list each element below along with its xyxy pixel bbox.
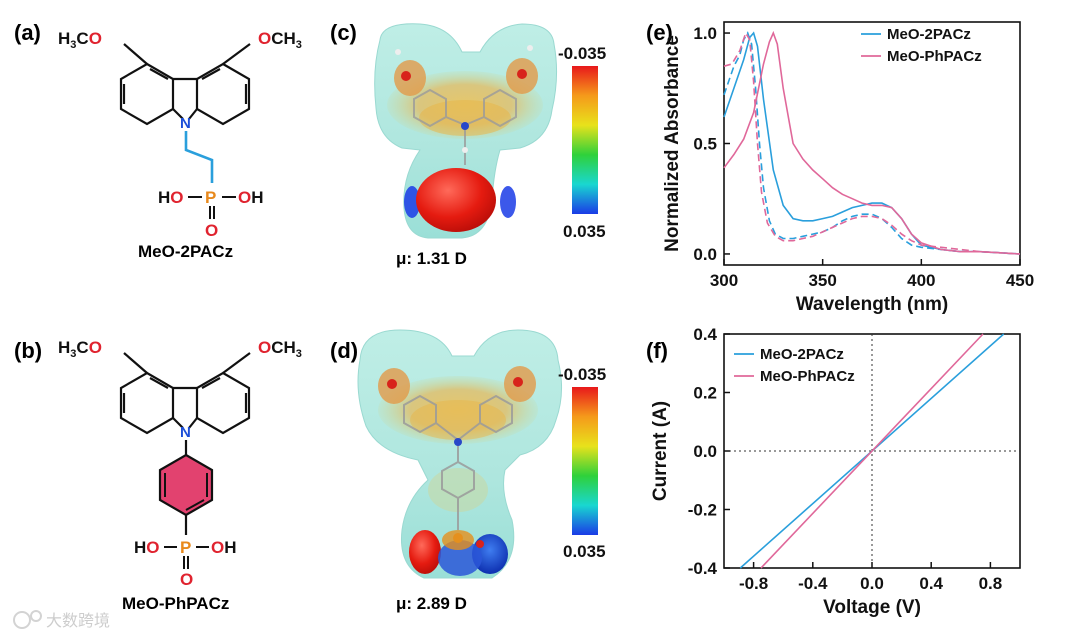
panel-d: (d) <box>330 329 606 613</box>
ethyl-linker <box>184 131 214 183</box>
x-tick-label: 450 <box>1006 271 1034 290</box>
hydroxyl-left: HO <box>158 188 184 207</box>
y-tick-label: 0.2 <box>693 384 717 403</box>
y-axis-label: Normalized Absorbance <box>662 35 683 252</box>
x-tick-label: 0.0 <box>860 574 884 593</box>
molecule-name-meophpacz: MeO-PhPACz <box>122 594 229 613</box>
x-tick-label: -0.8 <box>739 574 768 593</box>
phosphoryl-oxygen: O <box>205 221 218 240</box>
y-tick-label: 0.5 <box>693 135 717 154</box>
y-tick-label: 0.0 <box>693 442 717 461</box>
right-methoxy-label: OCH3 <box>258 29 302 51</box>
series-line-meo-phpacz-dashed- <box>723 31 1021 255</box>
right-methoxy-label: OCH3 <box>258 338 302 360</box>
absorbance-chart: 300 350 400 450 0.0 0.5 1.0 Wavelength (nm) Norm… <box>662 21 1034 315</box>
y-tick-label: 0.0 <box>693 245 717 264</box>
watermark-text: 大数跨境 <box>46 611 110 630</box>
left-methoxy-label: H3CO <box>58 338 102 360</box>
meophpacz-structure <box>119 352 251 535</box>
iv-chart: -0.8 -0.4 0.0 0.4 0.8 -0.4 -0.2 0.0 0.2 0.4 Voltag… <box>650 325 1021 618</box>
series-line-meo-phpacz <box>760 333 984 569</box>
x-axis-label: Wavelength (nm) <box>796 294 948 315</box>
panel-b: (b) H3CO OCH3 N P HO OH O <box>14 338 302 613</box>
panel-a: (a) H3CO OCH3 N P HO OH O <box>14 20 302 261</box>
left-methoxy-label: H3CO <box>58 29 102 51</box>
dipole-c: μ: 1.31 D <box>396 249 467 268</box>
legend-label: MeO-PhPACz <box>760 368 855 385</box>
hydroxyl-right: OH <box>211 538 237 557</box>
colorbar-c-bottom: 0.035 <box>563 222 606 241</box>
panel-d-label: (d) <box>330 338 358 363</box>
meo2pacz-structure <box>119 43 251 126</box>
right-benzene-ring <box>195 371 251 435</box>
phosphorus-atom: P <box>180 538 191 557</box>
panel-a-label: (a) <box>14 20 41 45</box>
panel-f-label: (f) <box>646 338 668 363</box>
series-line-meo-2pacz <box>723 31 1021 255</box>
legend-label: MeO-2PACz <box>760 346 844 363</box>
y-tick-label: -0.4 <box>688 559 718 578</box>
dipole-d: μ: 2.89 D <box>396 594 467 613</box>
x-tick-label: -0.4 <box>798 574 828 593</box>
phenyl-linker <box>158 453 214 517</box>
phosphonic-acid-region <box>438 540 482 576</box>
hydroxyl-right: OH <box>238 188 264 207</box>
colorbar-c-top: -0.035 <box>558 44 606 63</box>
series-line-meo-2pacz-dashed- <box>723 31 1021 255</box>
panel-e-label: (e) <box>646 20 673 45</box>
panel-f: (f) -0.8 -0.4 0.0 0.4 0.8 -0.4 -0.2 0.0 0.2 0.4 Vo… <box>646 325 1021 618</box>
nitrogen-atom: N <box>180 424 191 441</box>
left-benzene-ring <box>119 62 175 126</box>
esp-map-meo2pacz <box>374 23 558 239</box>
x-tick-label: 0.4 <box>919 574 943 593</box>
panel-c: (c) -0.035 0. <box>330 20 606 268</box>
phosphoryl-oxygen: O <box>180 570 193 589</box>
panel-e: (e) 300 350 400 450 0.0 0.5 1.0 Wavelength (nm)… <box>646 20 1034 315</box>
legend-label: MeO-PhPACz <box>887 48 982 65</box>
x-axis-label: Voltage (V) <box>823 597 921 618</box>
hydroxyl-left: HO <box>134 538 160 557</box>
phosphonic-acid-negative-region <box>416 168 496 232</box>
y-tick-label: 1.0 <box>693 24 717 43</box>
esp-map-meophpacz <box>357 329 562 579</box>
left-benzene-ring <box>119 371 175 435</box>
legend-label: MeO-2PACz <box>887 26 971 43</box>
x-tick-label: 350 <box>808 271 836 290</box>
y-tick-label: -0.2 <box>688 501 717 520</box>
panel-b-label: (b) <box>14 338 42 363</box>
esp-colorbar-d <box>572 387 598 535</box>
x-tick-label: 300 <box>710 271 738 290</box>
y-axis-label: Current (A) <box>650 401 671 501</box>
panel-c-label: (c) <box>330 20 357 45</box>
x-tick-label: 0.8 <box>979 574 1003 593</box>
nitrogen-atom: N <box>180 115 191 132</box>
x-tick-label: 400 <box>907 271 935 290</box>
right-benzene-ring <box>195 62 251 126</box>
watermark: 大数跨境 <box>13 610 110 630</box>
watermark-logo-icon <box>13 611 31 629</box>
esp-colorbar-c <box>572 66 598 214</box>
colorbar-d-bottom: 0.035 <box>563 542 606 561</box>
molecule-name-meo2pacz: MeO-2PACz <box>138 242 233 261</box>
y-tick-label: 0.4 <box>693 325 717 344</box>
colorbar-d-top: -0.035 <box>558 365 606 384</box>
series-line-meo-phpacz <box>723 30 1021 255</box>
phosphorus-atom: P <box>205 188 216 207</box>
